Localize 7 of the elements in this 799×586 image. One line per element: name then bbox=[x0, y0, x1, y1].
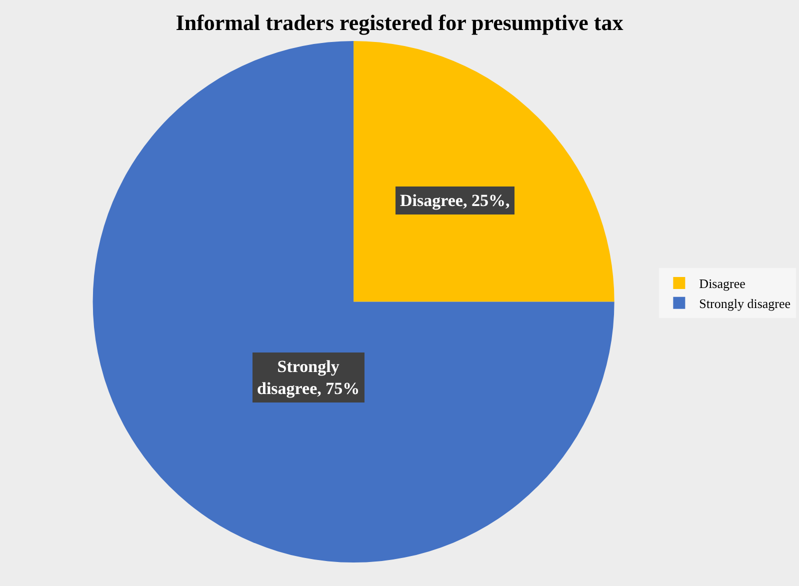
pie-slice bbox=[354, 41, 614, 302]
data-label: Disagree, 25%, bbox=[400, 191, 510, 210]
legend-label: Disagree bbox=[699, 276, 746, 292]
data-label: Strongly disagree, 75% bbox=[257, 357, 360, 398]
pie-slice bbox=[93, 41, 614, 562]
chart-title: Informal traders registered for presumptive tax bbox=[176, 10, 624, 36]
legend-label: Strongly disagree bbox=[699, 296, 791, 311]
